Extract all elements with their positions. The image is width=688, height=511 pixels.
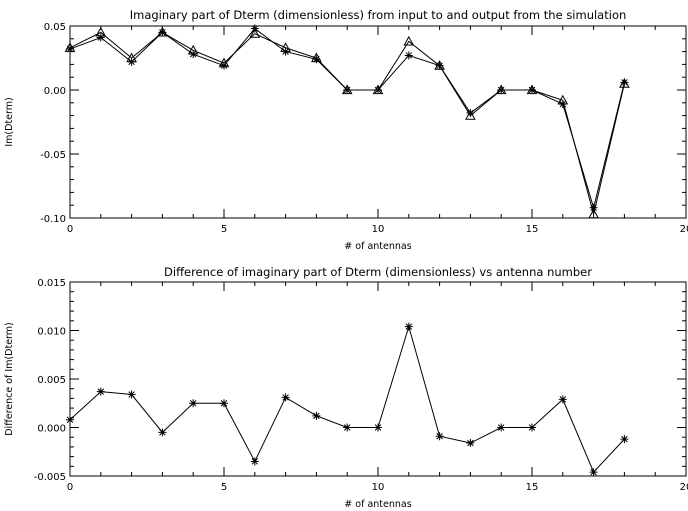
data-point-asterisk xyxy=(497,86,506,94)
data-point-asterisk xyxy=(250,24,259,33)
y-tick-label: 0.010 xyxy=(37,327,66,338)
x-tick-label: 10 xyxy=(372,224,385,235)
x-tick-label: 15 xyxy=(526,482,539,493)
x-tick-label: 20 xyxy=(680,482,688,493)
y-axis-label: Difference of Im(Dterm) xyxy=(4,322,15,436)
x-axis-label: # of antennas xyxy=(344,241,411,252)
y-tick-label: 0.005 xyxy=(37,375,66,386)
data-point-asterisk xyxy=(189,399,198,408)
data-point-asterisk xyxy=(435,61,444,70)
data-point-asterisk xyxy=(374,423,382,432)
data-point-asterisk xyxy=(96,387,105,396)
data-point-asterisk xyxy=(558,100,567,109)
data-point-asterisk xyxy=(96,33,105,42)
data-point-asterisk xyxy=(281,47,290,56)
data-point-triangle xyxy=(619,78,630,88)
chart-panel-2: Difference of imaginary part of Dterm (d… xyxy=(4,265,688,510)
data-point-asterisk xyxy=(528,423,536,432)
y-tick-label: -0.005 xyxy=(34,472,66,483)
data-point-asterisk xyxy=(127,390,136,399)
data-point-asterisk xyxy=(220,61,228,70)
x-axis-label: # of antennas xyxy=(344,499,411,510)
y-tick-label: 0.00 xyxy=(44,86,66,97)
data-point-asterisk xyxy=(158,28,167,37)
series-line xyxy=(69,324,625,474)
data-point-asterisk xyxy=(589,203,598,212)
data-point-asterisk xyxy=(435,432,444,441)
x-tick-label: 0 xyxy=(67,482,73,493)
data-point-asterisk xyxy=(343,86,352,94)
y-tick-label: 0.000 xyxy=(37,424,66,435)
y-axis-label: Im(Dterm) xyxy=(4,97,15,146)
y-tick-label: -0.05 xyxy=(40,150,66,161)
data-point-triangle xyxy=(588,208,599,219)
data-point-asterisk xyxy=(589,468,598,477)
data-point-asterisk xyxy=(312,411,321,420)
series-1-asterisk xyxy=(66,322,629,477)
data-point-asterisk xyxy=(189,50,198,59)
data-point-asterisk xyxy=(158,428,167,437)
data-point-asterisk xyxy=(374,86,382,94)
chart-panel-1: Imaginary part of Dterm (dimensionless) … xyxy=(4,8,688,252)
x-tick-label: 10 xyxy=(372,482,385,493)
data-point-asterisk xyxy=(220,399,228,408)
data-point-asterisk xyxy=(66,415,74,424)
chart-title: Difference of imaginary part of Dterm (d… xyxy=(164,265,592,279)
data-point-asterisk xyxy=(312,55,321,64)
data-point-asterisk xyxy=(558,395,567,404)
data-point-asterisk xyxy=(127,57,136,66)
data-point-asterisk xyxy=(281,393,290,402)
y-tick-label: -0.10 xyxy=(40,214,66,225)
data-point-asterisk xyxy=(620,78,629,87)
data-point-asterisk xyxy=(466,109,475,118)
y-tick-label: 0.015 xyxy=(37,278,66,289)
data-point-asterisk xyxy=(66,45,74,54)
x-tick-label: 0 xyxy=(67,224,73,235)
x-tick-label: 15 xyxy=(526,224,539,235)
x-tick-label: 5 xyxy=(221,482,227,493)
series-line xyxy=(69,31,625,215)
series-1-triangle xyxy=(64,26,630,219)
series-line xyxy=(69,27,625,210)
data-point-triangle xyxy=(249,28,261,38)
series-2-asterisk xyxy=(66,24,629,212)
data-point-asterisk xyxy=(343,423,352,432)
data-point-asterisk xyxy=(250,457,259,466)
x-tick-label: 5 xyxy=(221,224,227,235)
data-point-asterisk xyxy=(404,322,413,331)
data-point-asterisk xyxy=(497,423,506,432)
data-point-asterisk xyxy=(466,439,475,448)
x-tick-label: 20 xyxy=(680,224,688,235)
data-point-asterisk xyxy=(528,86,536,94)
chart-title: Imaginary part of Dterm (dimensionless) … xyxy=(130,8,627,22)
plot-frame xyxy=(69,25,687,219)
data-point-triangle xyxy=(403,35,415,46)
data-point-asterisk xyxy=(404,51,413,60)
y-tick-label: 0.05 xyxy=(44,22,66,33)
data-point-asterisk xyxy=(620,435,629,444)
plot-frame xyxy=(69,281,687,477)
